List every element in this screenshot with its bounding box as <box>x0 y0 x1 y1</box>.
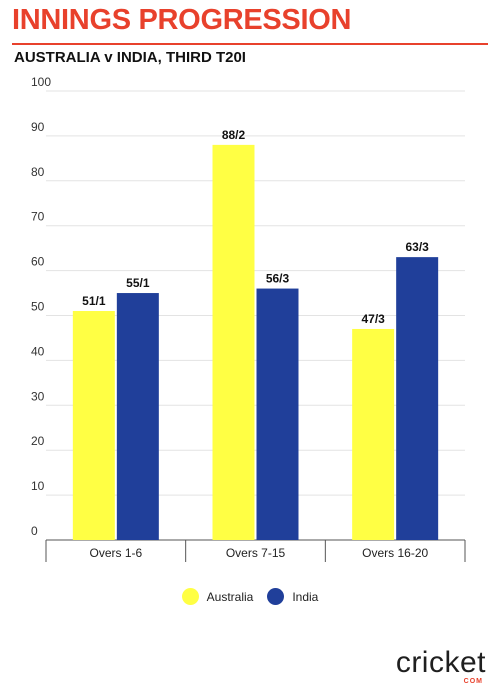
x-tick-label-2: Overs 16-20 <box>362 546 428 560</box>
y-tick-label-80: 80 <box>31 165 45 179</box>
y-tick-label-20: 20 <box>31 434 45 448</box>
brand-logo: cricket COM <box>395 646 486 686</box>
y-tick-label-100: 100 <box>31 75 51 89</box>
y-tick-label-70: 70 <box>31 210 45 224</box>
bar-australia-2 <box>352 328 395 540</box>
y-tick-label-10: 10 <box>31 479 45 493</box>
chart-subtitle: AUSTRALIA v INDIA, THIRD T20I <box>14 49 246 66</box>
data-label-india-0: 55/1 <box>126 276 150 290</box>
legend-swatch-india <box>267 588 285 605</box>
bar-australia-1 <box>212 144 255 540</box>
x-tick-label-1: Overs 7-15 <box>226 546 286 560</box>
bar-india-2 <box>396 257 439 540</box>
y-tick-label-0: 0 <box>31 524 38 538</box>
legend-label-australia: Australia <box>206 589 254 604</box>
x-tick-label-0: Overs 1-6 <box>89 546 142 560</box>
logo-wordmark: cricket <box>395 646 486 679</box>
logo-domain: COM <box>463 678 483 685</box>
y-tick-label-90: 90 <box>31 120 45 134</box>
data-label-india-2: 63/3 <box>405 240 429 254</box>
legend-swatch-australia <box>181 588 199 605</box>
title-divider <box>12 43 488 45</box>
legend-item-india[interactable]: India <box>267 588 318 605</box>
legend: Australia India <box>0 588 500 605</box>
chart-title: INNINGS PROGRESSION <box>12 4 352 36</box>
data-label-australia-0: 51/1 <box>82 294 106 308</box>
y-tick-label-60: 60 <box>31 255 45 269</box>
data-label-australia-2: 47/3 <box>361 312 385 326</box>
data-label-india-1: 56/3 <box>266 272 290 286</box>
legend-label-india: India <box>292 589 319 604</box>
y-tick-label-40: 40 <box>31 344 45 358</box>
y-tick-label-50: 50 <box>31 300 45 314</box>
bar-india-0 <box>116 293 159 540</box>
legend-item-australia[interactable]: Australia <box>181 588 254 605</box>
bar-australia-0 <box>72 311 115 540</box>
y-tick-label-30: 30 <box>31 389 45 403</box>
data-label-australia-1: 88/2 <box>222 128 246 142</box>
bar-india-1 <box>256 288 299 540</box>
